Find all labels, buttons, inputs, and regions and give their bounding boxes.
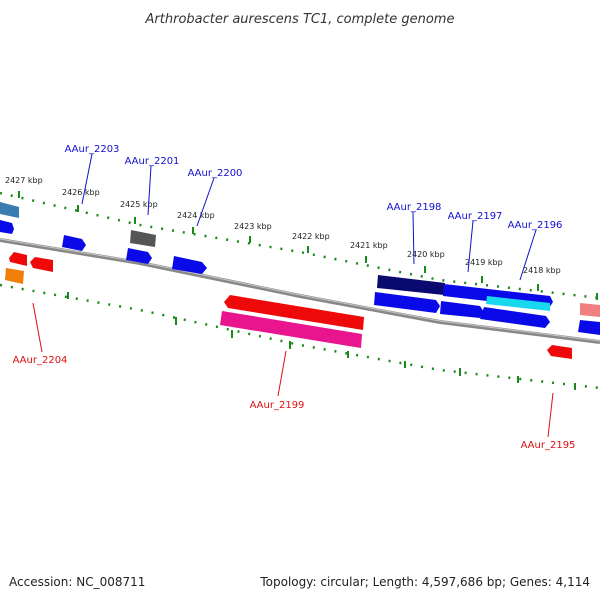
gene-feature — [9, 252, 27, 266]
forward-genes — [0, 202, 600, 335]
gene-feature — [578, 320, 600, 335]
scale-label: 2426 kbp — [62, 188, 100, 197]
gene-feature — [486, 296, 550, 311]
scale-label: 2422 kbp — [292, 232, 330, 241]
gene-feature — [130, 230, 156, 247]
gene-feature — [5, 268, 24, 284]
gene-label: AAur_2201 — [125, 156, 180, 167]
scale-label: 2420 kbp — [407, 250, 445, 259]
gene-feature — [374, 292, 440, 313]
map-title: Arthrobacter aurescens TC1, complete gen… — [145, 12, 455, 27]
gene-feature — [480, 307, 550, 328]
genome-backbone-highlight — [0, 238, 600, 342]
gene-labels-top: AAur_2203 AAur_2201 AAur_2200 AAur_2198 … — [65, 144, 563, 231]
gene-label: AAur_2198 — [387, 202, 442, 213]
scale-label: 2424 kbp — [177, 211, 215, 220]
scale-label: 2423 kbp — [234, 222, 272, 231]
genome-summary-text: Topology: circular; Length: 4,597,686 bp… — [260, 575, 590, 589]
gene-label: AAur_2199 — [250, 400, 305, 411]
gene-feature — [547, 345, 572, 359]
gene-feature — [126, 248, 152, 264]
scale-label: 2425 kbp — [120, 200, 158, 209]
gene-feature — [0, 220, 14, 234]
gene-label: AAur_2203 — [65, 144, 120, 155]
gene-feature — [220, 311, 362, 348]
gene-feature — [440, 301, 484, 318]
gene-label: AAur_2204 — [13, 355, 68, 366]
gene-label: AAur_2200 — [188, 168, 243, 179]
outer-tick-ring — [0, 191, 600, 300]
label-leaders — [32, 153, 554, 438]
gene-feature — [224, 295, 364, 330]
gene-feature — [580, 303, 600, 317]
gene-feature — [62, 235, 86, 251]
gene-label: AAur_2196 — [508, 220, 563, 231]
scale-label: 2421 kbp — [350, 241, 388, 250]
reverse-genes — [5, 252, 572, 359]
gene-feature — [0, 202, 19, 218]
gene-label: AAur_2197 — [448, 211, 503, 222]
gene-label: AAur_2195 — [521, 440, 576, 451]
genome-backbone — [0, 238, 600, 344]
scale-label: 2419 kbp — [465, 258, 503, 267]
accession-text: Accession: NC_008711 — [9, 575, 146, 589]
scale-labels: 2427 kbp 2426 kbp 2425 kbp 2424 kbp 2423… — [5, 176, 561, 275]
gene-feature — [172, 256, 207, 274]
gene-labels-bottom: AAur_2204 AAur_2199 AAur_2195 — [13, 355, 576, 451]
gene-feature — [377, 275, 445, 295]
scale-label: 2418 kbp — [523, 266, 561, 275]
major-ticks — [18, 191, 598, 390]
gene-feature — [30, 257, 53, 272]
scale-label: 2427 kbp — [5, 176, 43, 185]
